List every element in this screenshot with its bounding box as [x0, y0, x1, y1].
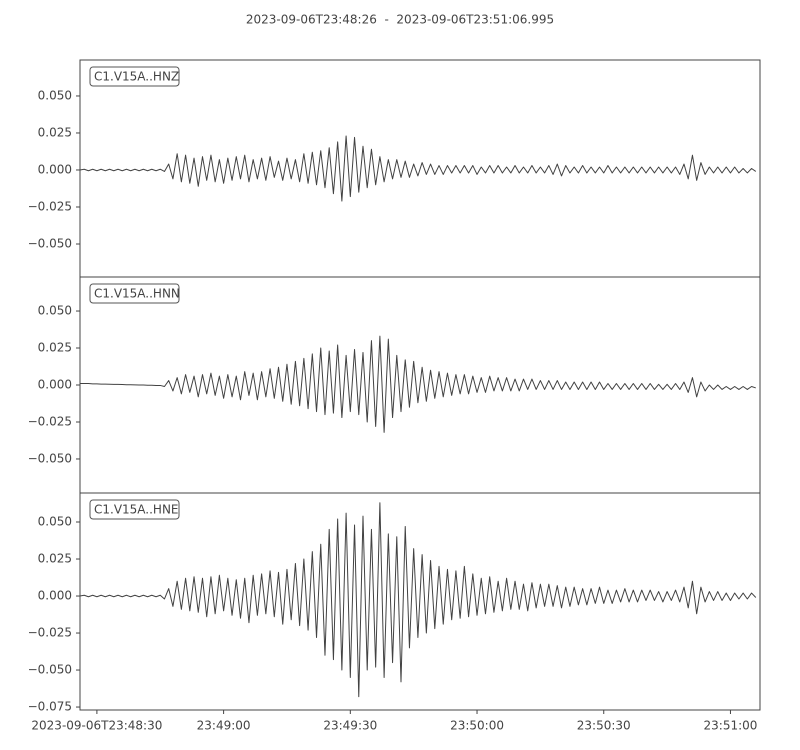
- y-tick-label: 0.025: [38, 125, 72, 139]
- y-tick-label: 0.050: [38, 304, 72, 318]
- y-tick-label: −0.050: [28, 663, 72, 677]
- y-tick-label: 0.050: [38, 88, 72, 102]
- legend-box: [89, 499, 180, 520]
- y-tick-label: 0.025: [38, 552, 72, 566]
- trace: [79, 502, 757, 698]
- y-tick-label: −0.025: [28, 199, 72, 213]
- x-tick-label: 23:50:00: [450, 719, 504, 733]
- y-tick-label: −0.050: [28, 236, 72, 250]
- y-tick-label: −0.025: [28, 626, 72, 640]
- y-tick-label: 0.000: [38, 378, 72, 392]
- x-tick-label: 23:49:00: [197, 719, 251, 733]
- x-tick-label: 23:49:30: [323, 719, 377, 733]
- y-tick-label: 0.000: [38, 589, 72, 603]
- y-tick-label: 0.000: [38, 162, 72, 176]
- y-tick-label: −0.050: [28, 451, 72, 465]
- y-tick-label: −0.025: [28, 414, 72, 428]
- panel-frame: [79, 492, 761, 711]
- legend-box: [89, 66, 180, 87]
- x-tick-label: 2023-09-06T23:48:30: [31, 719, 162, 733]
- y-tick-label: −0.075: [28, 700, 72, 714]
- x-tick-label: 23:50:30: [577, 719, 631, 733]
- x-tick-label: 23:51:00: [704, 719, 758, 733]
- y-tick-label: 0.025: [38, 341, 72, 355]
- legend-label: C1.V15A..HNE: [94, 503, 179, 517]
- trace: [80, 335, 756, 433]
- trace: [79, 135, 757, 202]
- y-tick-label: 0.050: [38, 515, 72, 529]
- legend-label: C1.V15A..HNZ: [94, 70, 179, 84]
- legend-label: C1.V15A..HNN: [94, 287, 180, 301]
- legend-box: [89, 283, 180, 304]
- chart-title: 2023-09-06T23:48:26 - 2023-09-06T23:51:0…: [246, 13, 554, 27]
